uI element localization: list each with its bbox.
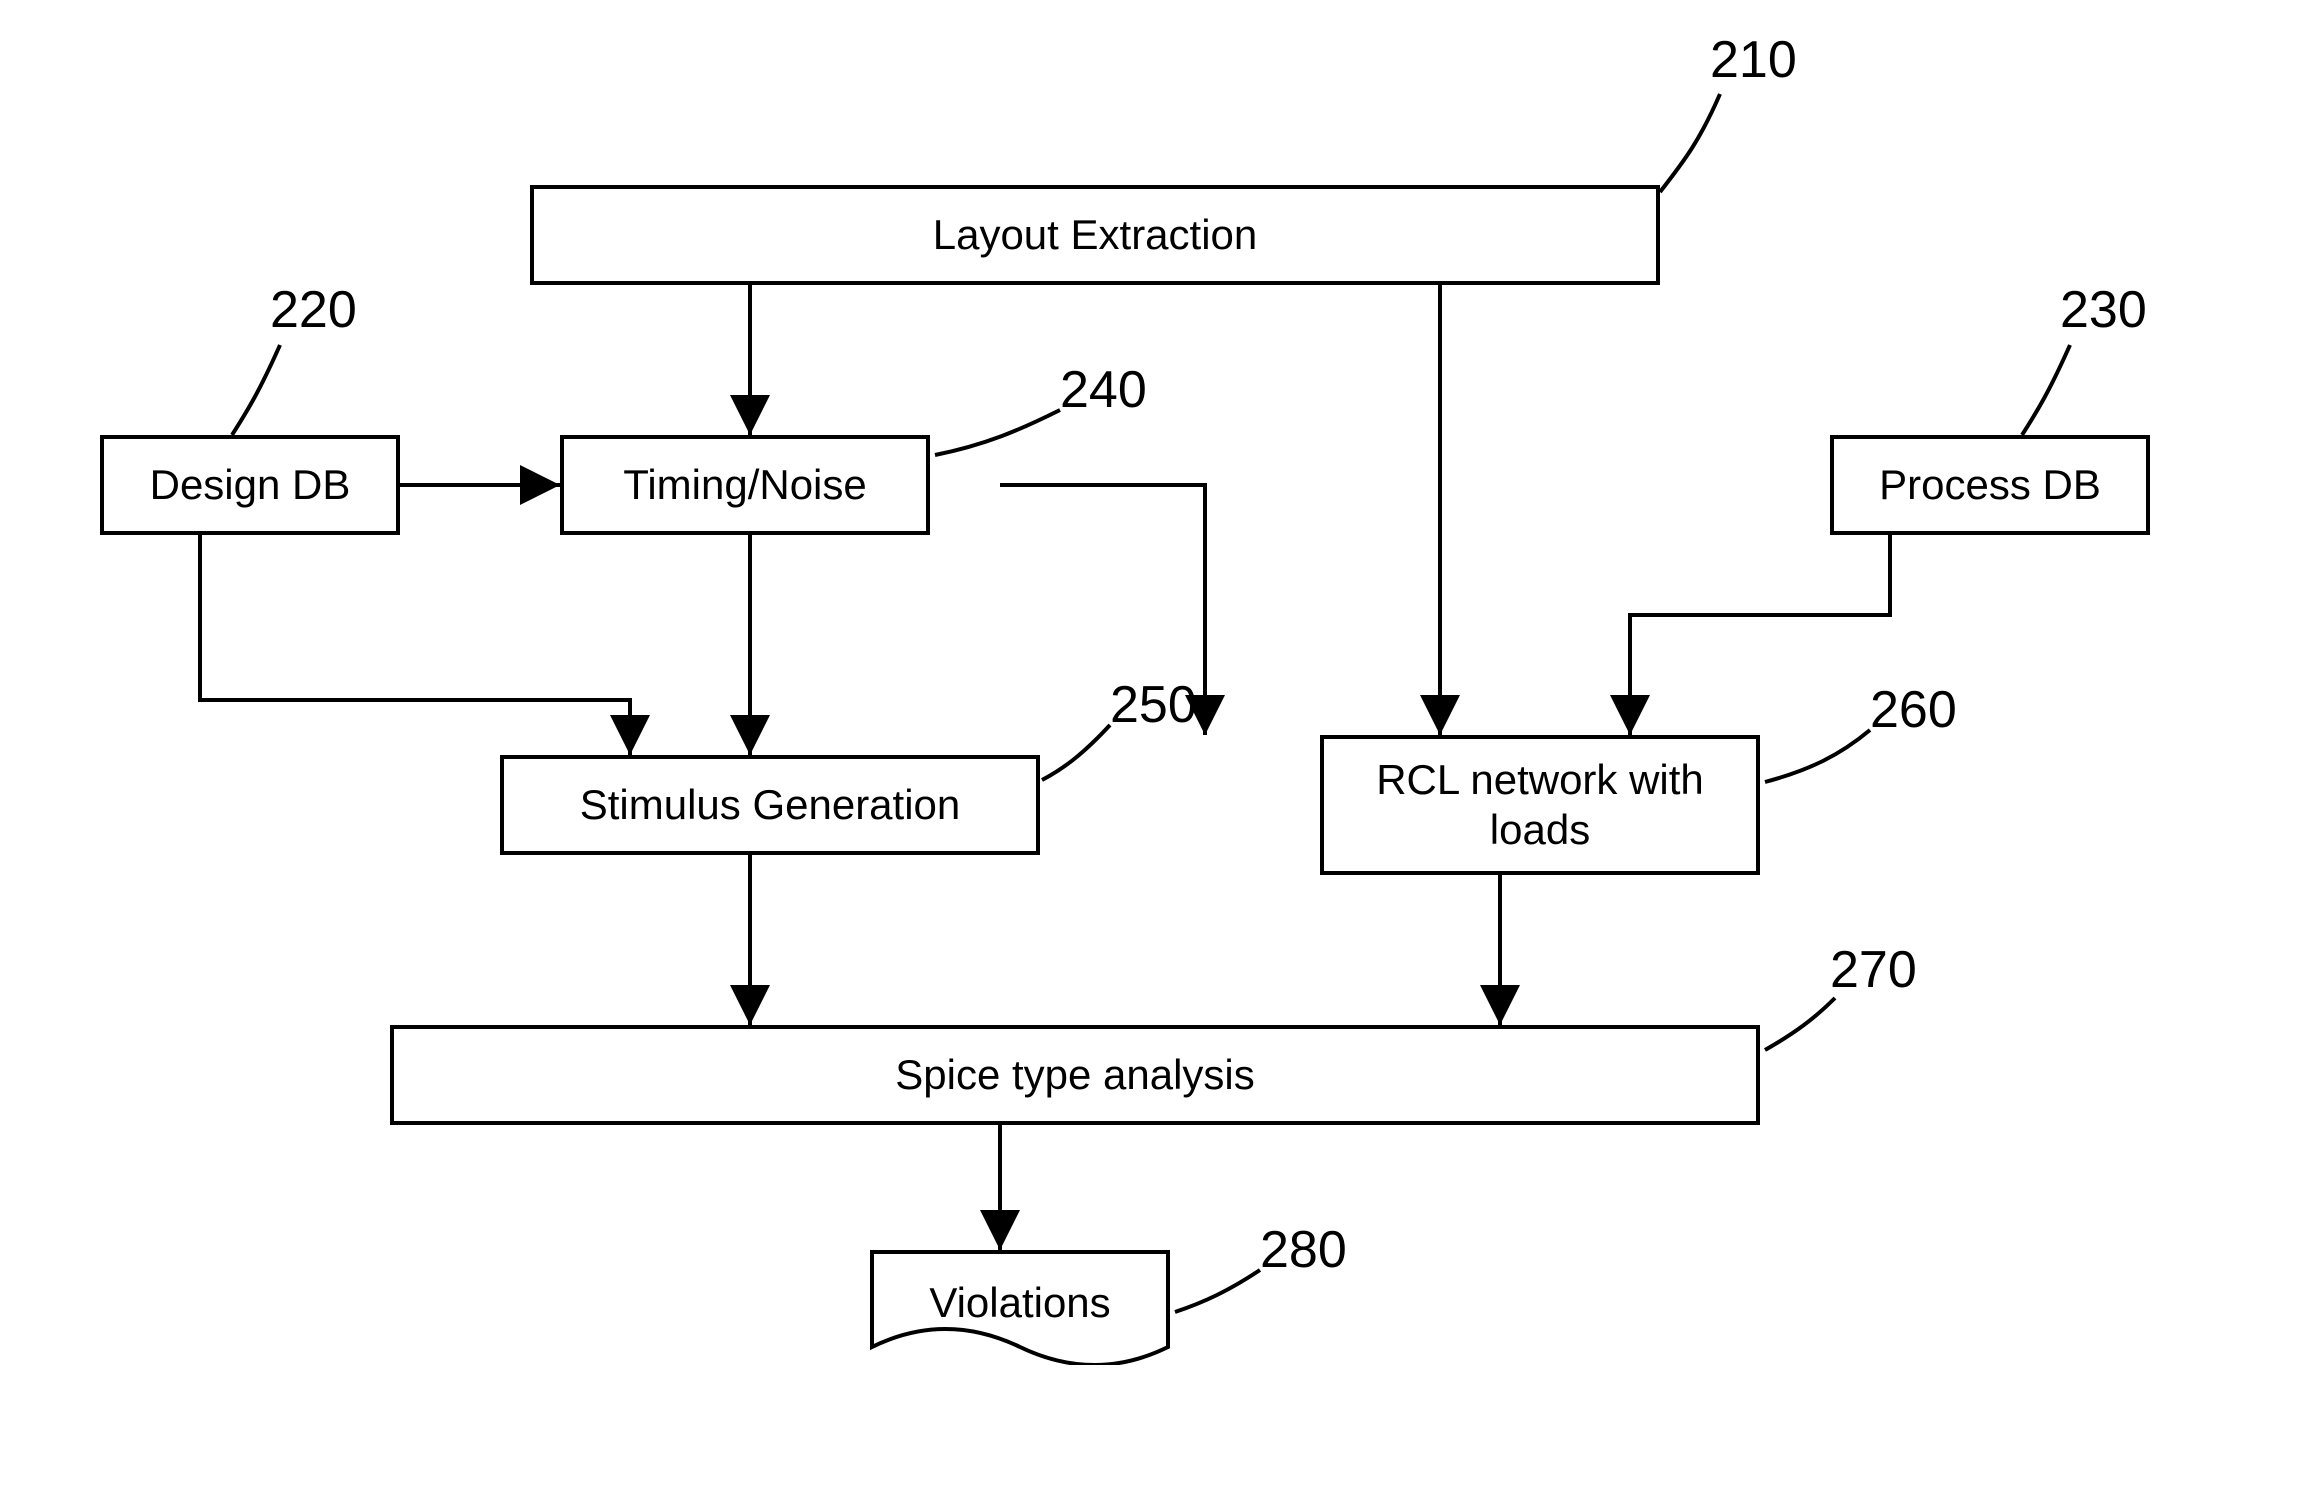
design-db-label: Design DB: [150, 460, 351, 510]
rcl-network-box: RCL network with loads: [1320, 735, 1760, 875]
rcl-network-label: RCL network with loads: [1332, 755, 1748, 856]
spice-analysis-label: Spice type analysis: [895, 1050, 1255, 1100]
process-db-box: Process DB: [1830, 435, 2150, 535]
stimulus-generation-label: Stimulus Generation: [580, 780, 961, 830]
ref-220: 220: [270, 280, 357, 340]
ref-280: 280: [1260, 1220, 1347, 1280]
ref-260: 260: [1870, 680, 1957, 740]
violations-doc: Violations: [870, 1250, 1170, 1365]
stimulus-generation-box: Stimulus Generation: [500, 755, 1040, 855]
ref-270: 270: [1830, 940, 1917, 1000]
process-db-label: Process DB: [1879, 460, 2101, 510]
spice-analysis-box: Spice type analysis: [390, 1025, 1760, 1125]
ref-230: 230: [2060, 280, 2147, 340]
ref-240: 240: [1060, 360, 1147, 420]
timing-noise-box: Timing/Noise: [560, 435, 930, 535]
layout-extraction-box: Layout Extraction: [530, 185, 1660, 285]
design-db-box: Design DB: [100, 435, 400, 535]
ref-250: 250: [1110, 675, 1197, 735]
layout-extraction-label: Layout Extraction: [933, 210, 1258, 260]
timing-noise-label: Timing/Noise: [623, 460, 867, 510]
violations-label: Violations: [870, 1279, 1170, 1327]
ref-210: 210: [1710, 30, 1797, 90]
flowchart-diagram: Layout Extraction Design DB Process DB T…: [0, 0, 2303, 1491]
